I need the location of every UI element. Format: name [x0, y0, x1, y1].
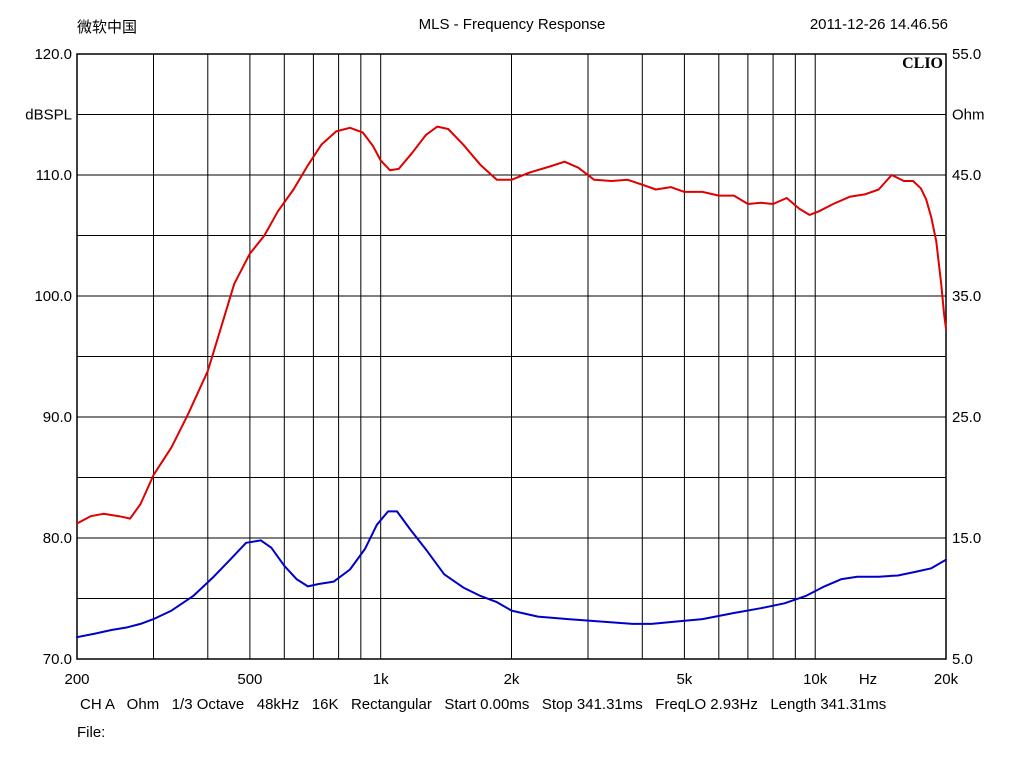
file-label: File:: [77, 724, 106, 741]
y-right-axis-label: Ohm: [952, 107, 985, 124]
x-tick-label: 5k: [676, 671, 692, 688]
y-left-axis-label: dBSPL: [25, 107, 72, 124]
y-left-tick-label: 90.0: [43, 409, 72, 426]
x-axis-label: Hz: [859, 671, 877, 688]
y-left-tick-label: 100.0: [34, 288, 72, 305]
x-tick-label: 20k: [934, 671, 959, 688]
y-left-tick-label: 80.0: [43, 530, 72, 547]
x-tick-label: 200: [64, 671, 89, 688]
spl-response-line: [76, 125, 947, 525]
y-right-tick-label: 5.0: [952, 651, 973, 668]
header-left-label: 微软中国: [77, 19, 138, 36]
y-right-tick-label: 25.0: [952, 409, 981, 426]
y-left-tick-label: 110.0: [36, 167, 72, 184]
x-tick-label: 2k: [504, 671, 520, 688]
y-left-tick-label: 120.0: [34, 46, 72, 63]
x-tick-label: 500: [237, 671, 262, 688]
chart-title: MLS - Frequency Response: [418, 16, 606, 33]
series-group: [76, 125, 947, 639]
y-right-tick-label: 45.0: [952, 167, 981, 184]
x-tick-label: 1k: [373, 671, 389, 688]
plot-frame: [76, 53, 947, 660]
timestamp: 2011-12-26 14.46.56: [809, 16, 948, 33]
y-right-tick-label: 55.0: [952, 46, 981, 63]
y-left-tick-label: 70.0: [43, 651, 72, 668]
impedance-line: [76, 510, 947, 639]
measurement-settings: CH A Ohm 1/3 Octave 48kHz 16K Rectangula…: [80, 696, 887, 713]
axis-labels: 200 500 1k 2k 5k 10k 20k Hz 70.0 80.0 90.0 100.0 110…: [25, 46, 984, 688]
y-right-tick-label: 35.0: [952, 288, 981, 305]
x-tick-label: 10k: [803, 671, 828, 688]
grid: [77, 54, 946, 659]
clio-logo: CLIO: [902, 55, 943, 72]
y-right-tick-label: 15.0: [952, 530, 981, 547]
